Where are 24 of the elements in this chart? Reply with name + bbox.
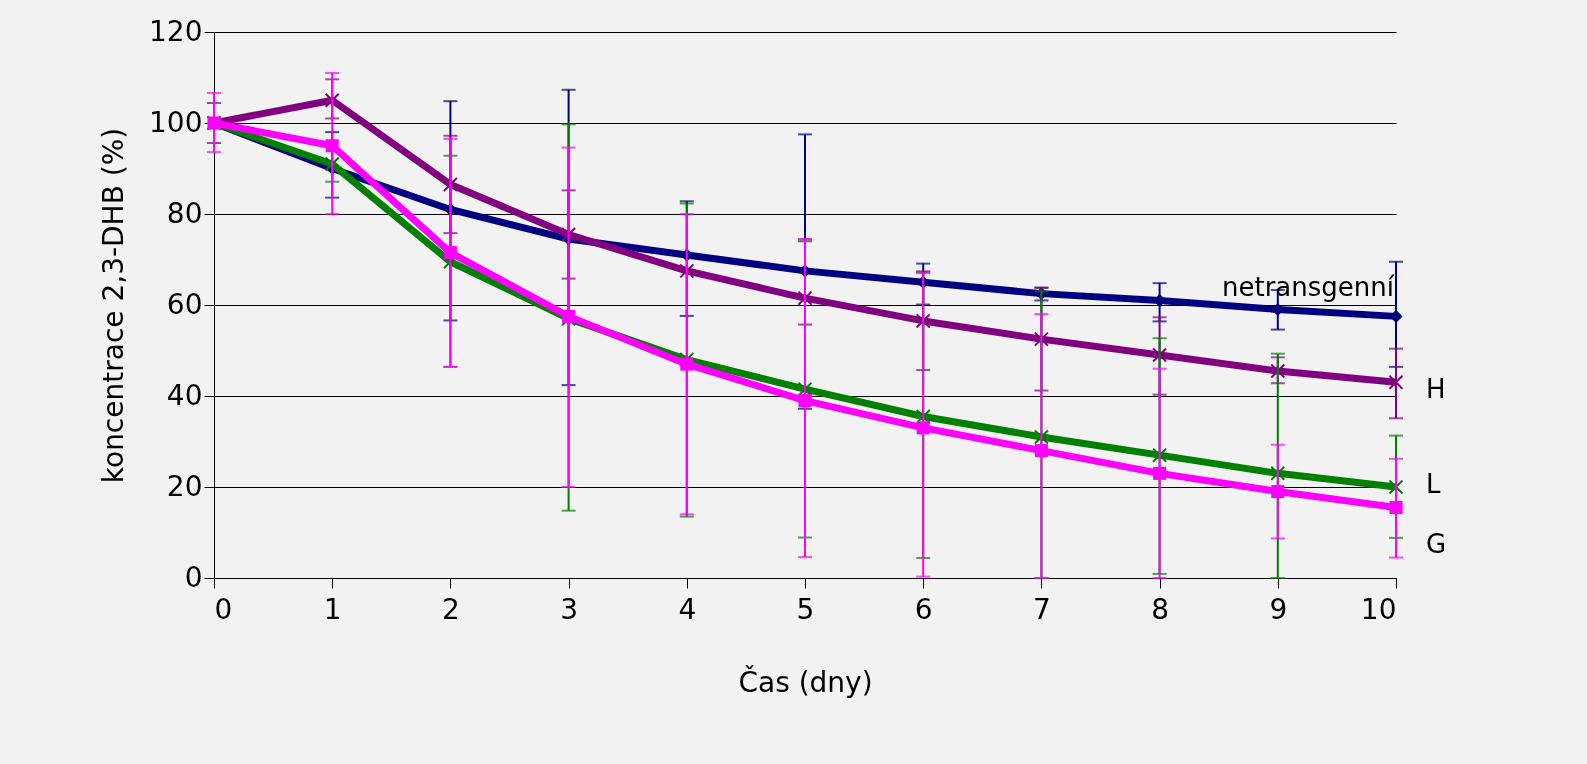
- y-tick-label: 80: [166, 196, 203, 230]
- x-tick-label: 0: [214, 592, 233, 626]
- y-tick-label: 20: [166, 469, 203, 503]
- x-tick-label: 9: [1269, 592, 1288, 626]
- series-label: G: [1426, 529, 1447, 560]
- x-tick-label: 8: [1151, 592, 1170, 626]
- series-label: L: [1426, 469, 1441, 499]
- x-tick-label: 7: [1032, 592, 1051, 626]
- y-tick-label: 120: [149, 14, 203, 48]
- x-tick-label: 3: [560, 592, 579, 626]
- y-tick-label: 40: [166, 378, 203, 412]
- x-tick-label: 4: [678, 592, 697, 626]
- x-tick-label: 2: [441, 592, 460, 626]
- x-tick-label: 5: [796, 592, 815, 626]
- y-axis-title: koncentrace 2,3-DHB (%): [97, 127, 131, 484]
- x-tick-label: 1: [323, 592, 342, 626]
- series-label: netransgenní: [1222, 272, 1395, 303]
- y-tick-label: 100: [149, 105, 203, 139]
- x-tick-label: 10: [1360, 592, 1397, 626]
- series-label: H: [1426, 374, 1446, 405]
- x-tick-label: 6: [914, 592, 933, 626]
- y-tick-label: 60: [166, 287, 203, 321]
- x-axis-title: Čas (dny): [738, 664, 873, 699]
- y-tick-label: 0: [184, 560, 203, 594]
